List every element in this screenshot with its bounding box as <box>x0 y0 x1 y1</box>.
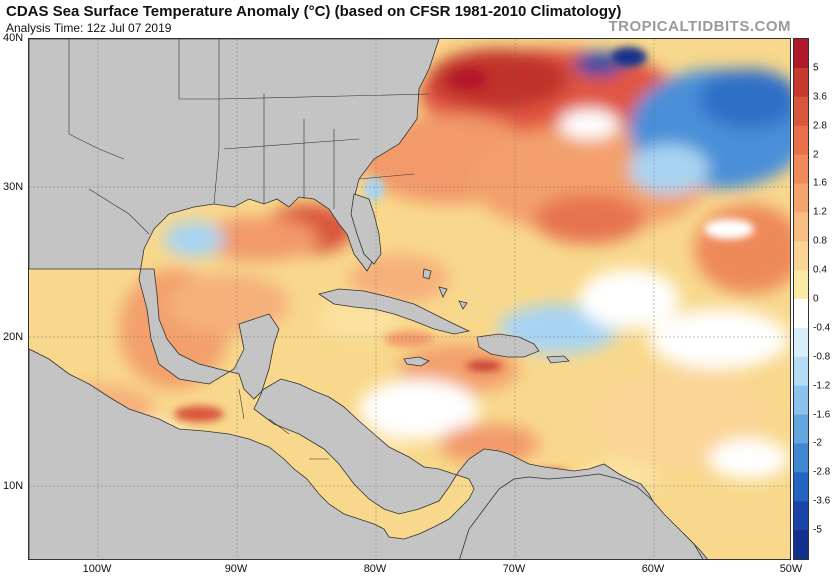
lon-label-100w: 100W <box>82 563 112 575</box>
colorbar-segment <box>794 154 808 184</box>
lat-label-20n: 20N <box>3 331 24 343</box>
colorbar-label: -0.4 <box>813 322 831 334</box>
lat-label-30n: 30N <box>3 181 24 193</box>
colorbar-segment <box>794 241 808 271</box>
colorbar-label: -1.2 <box>813 380 831 392</box>
colorbar-segment <box>794 183 808 213</box>
colorbar-label: -3.6 <box>813 495 831 507</box>
colorbar-label: 2 <box>813 149 819 161</box>
colorbar-segment <box>794 125 808 156</box>
colorbar-label: 3.6 <box>813 91 827 103</box>
colorbar-segment <box>794 443 808 473</box>
colorbar-segment <box>794 385 808 416</box>
colorbar-label: -2 <box>813 437 822 449</box>
colorbar-scale <box>794 39 808 560</box>
colorbar-label: -2.8 <box>813 466 831 478</box>
colorbar-segment <box>794 212 808 242</box>
colorbar-label: 1.2 <box>813 206 827 218</box>
colorbar-label: 1.6 <box>813 177 827 189</box>
colorbar-label: -5 <box>813 524 822 536</box>
colorbar-segment <box>794 530 808 560</box>
lat-label-10n: 10N <box>3 480 24 492</box>
colorbar-segment <box>794 414 808 444</box>
watermark: TROPICALTIDBITS.COM <box>608 18 791 35</box>
colorbar-segment <box>794 96 808 127</box>
colorbar-segment <box>794 67 808 98</box>
colorbar-segment <box>794 501 808 531</box>
colorbar-segment <box>794 356 808 387</box>
lat-label-40n: 40N <box>3 32 24 44</box>
colorbar-label: 0 <box>813 293 819 305</box>
analysis-time: Analysis Time: 12z Jul 07 2019 <box>6 21 172 35</box>
sst-anomaly-map <box>28 38 791 560</box>
colorbar <box>793 38 809 560</box>
colorbar-segment <box>794 472 808 502</box>
colorbar-segment <box>794 270 808 300</box>
colorbar-segment <box>794 327 808 358</box>
lon-label-50w: 50W <box>779 563 803 575</box>
colorbar-label: 5 <box>813 62 819 74</box>
lon-label-90w: 90W <box>224 563 248 575</box>
colorbar-label: 2.8 <box>813 120 827 132</box>
colorbar-label: -0.8 <box>813 351 831 363</box>
colorbar-segment <box>794 39 808 69</box>
colorbar-label: 0.8 <box>813 235 827 247</box>
lon-label-80w: 80W <box>363 563 387 575</box>
map-title: CDAS Sea Surface Temperature Anomaly (°C… <box>6 3 622 20</box>
colorbar-label: -1.6 <box>813 409 831 421</box>
colorbar-segment <box>794 299 808 329</box>
lon-label-70w: 70W <box>502 563 526 575</box>
colorbar-label: 0.4 <box>813 264 827 276</box>
landmass <box>29 39 708 559</box>
lon-label-60w: 60W <box>641 563 665 575</box>
